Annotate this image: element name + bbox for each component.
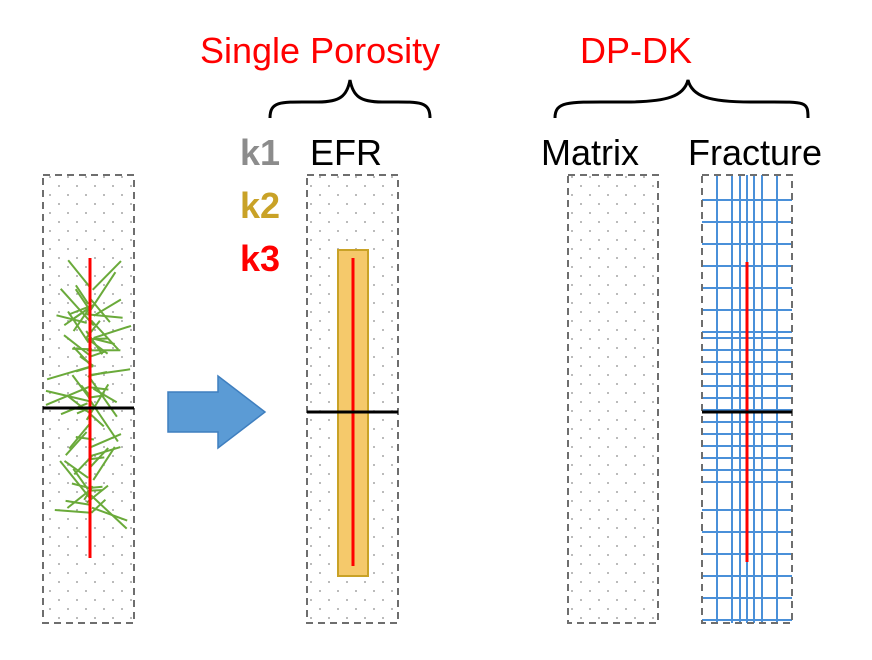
natural-fracture-segment	[91, 506, 128, 522]
single-porosity-brace	[268, 79, 432, 119]
legend-k3: k3	[240, 238, 280, 279]
fracture-block	[701, 174, 793, 624]
legend-k1: k1	[240, 132, 280, 173]
natural-fracture-segment	[88, 371, 108, 377]
natural-fracture-segment	[72, 468, 89, 490]
natural-fracture-segment	[92, 387, 118, 404]
natural-fracture-segment	[66, 488, 93, 509]
natural-fractures	[45, 259, 132, 530]
explicit-fracture-block	[42, 174, 135, 624]
natural-fracture-segment	[93, 324, 132, 339]
block-boundary	[701, 174, 793, 624]
natural-fracture-segment	[72, 304, 93, 332]
legend-k2: k2	[240, 185, 280, 226]
single-porosity-header: Single Porosity	[200, 30, 440, 71]
natural-fracture-segment	[59, 288, 95, 327]
natural-fracture-segment	[86, 313, 123, 319]
fracture-label: Fracture	[688, 132, 822, 173]
natural-fracture-segment	[45, 385, 91, 406]
block-boundary	[567, 174, 659, 624]
natural-fracture-segment	[87, 271, 117, 315]
natural-fracture-segment	[90, 446, 121, 457]
natural-fracture-segment	[63, 334, 92, 357]
natural-fracture-segment	[88, 412, 105, 428]
natural-fracture-segment	[88, 433, 122, 450]
dpdk-header: DP-DK	[580, 30, 692, 71]
natural-fracture-segment	[54, 509, 91, 514]
natural-fracture-segment	[59, 460, 91, 499]
natural-fracture-segment	[65, 499, 91, 506]
natural-fracture-segment	[92, 446, 116, 481]
natural-fracture-segment	[91, 260, 122, 291]
natural-fracture-segment	[93, 337, 115, 345]
natural-fracture-segment	[89, 298, 111, 323]
natural-fracture-segment	[93, 298, 122, 317]
natural-fracture-segment	[90, 494, 128, 530]
efr-label: EFR	[310, 132, 382, 173]
natural-fracture-segment	[74, 288, 90, 310]
natural-fracture-segment	[46, 364, 93, 381]
matrix-label: Matrix	[541, 132, 639, 173]
efr-block	[306, 174, 399, 624]
natural-fracture-segment	[87, 374, 118, 418]
natural-fracture-segment	[90, 350, 106, 358]
right-arrow-icon	[167, 374, 267, 450]
matrix-block	[567, 174, 659, 624]
natural-fracture-segment	[63, 460, 89, 479]
natural-fracture-segment	[68, 422, 92, 450]
natural-fracture-segment	[90, 498, 107, 514]
dpdk-brace	[553, 79, 810, 119]
natural-fracture-segment	[67, 310, 90, 344]
natural-fracture-segment	[65, 431, 88, 456]
natural-fracture-segment	[67, 259, 91, 288]
natural-fracture-segment	[75, 284, 90, 305]
